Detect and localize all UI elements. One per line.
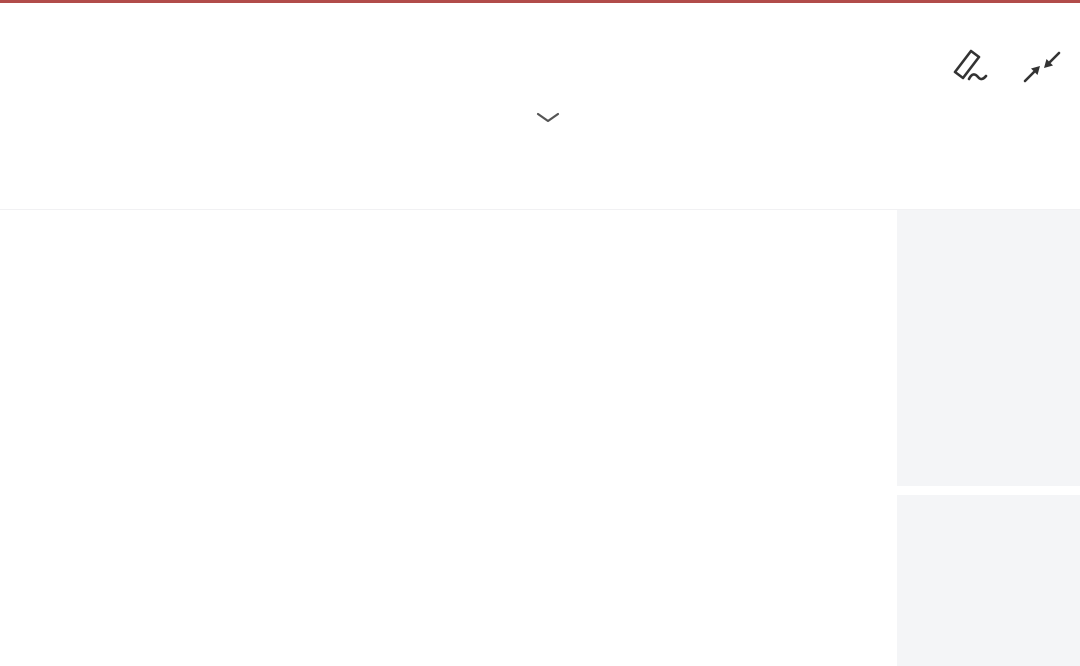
- main-indicator-list: [897, 210, 1080, 486]
- candlestick-chart[interactable]: [0, 244, 897, 500]
- sub-indicator-list: [897, 495, 1080, 666]
- time-axis: [0, 505, 897, 525]
- macd-legend: [0, 525, 897, 553]
- ma-legend: [0, 210, 897, 244]
- top-accent-bar: [0, 0, 1080, 3]
- chevron-down-icon[interactable]: [536, 111, 560, 123]
- quote-header: [0, 3, 1080, 140]
- draw-tool-icon[interactable]: [948, 45, 994, 94]
- sidebar-divider: [897, 486, 1080, 495]
- macd-chart[interactable]: [0, 553, 897, 666]
- indicator-sidebar: [897, 210, 1080, 666]
- period-tabs: [0, 140, 1080, 210]
- chart-panel: [0, 210, 897, 666]
- collapse-icon[interactable]: [1020, 45, 1064, 94]
